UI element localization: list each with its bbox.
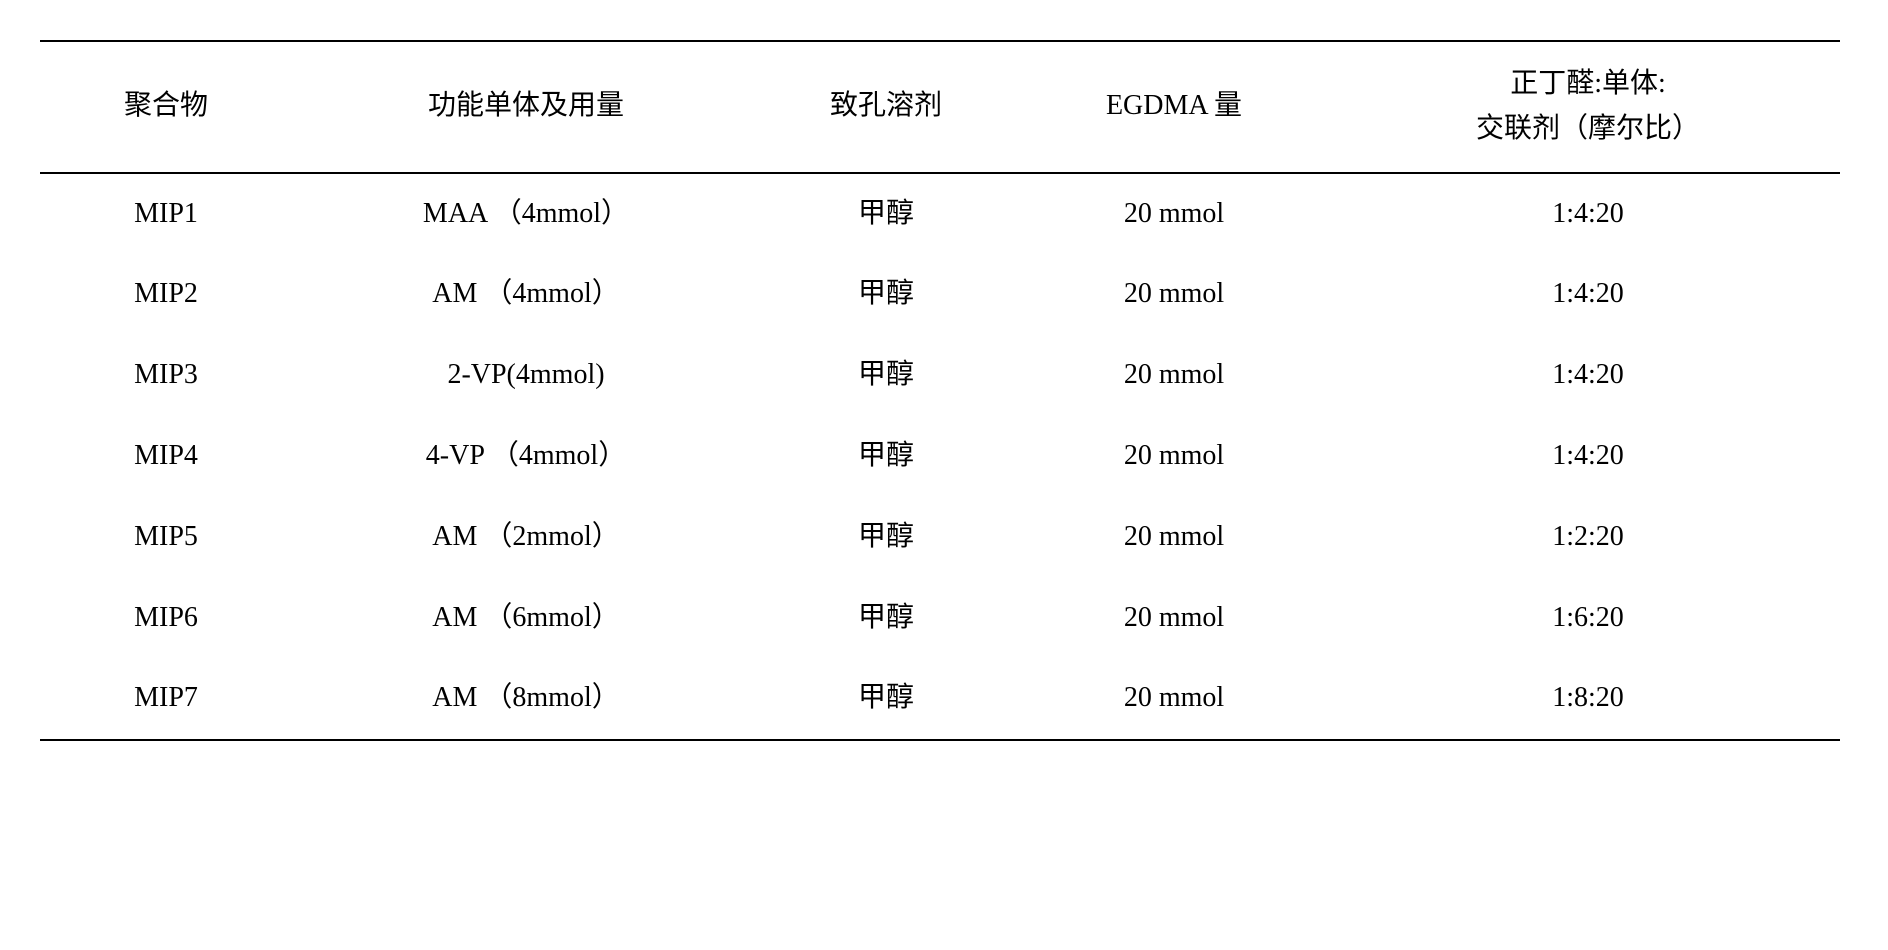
cell-ratio: 1:8:20: [1336, 658, 1840, 740]
table-header-row: 聚合物 功能单体及用量 致孔溶剂 EGDMA 量 正丁醛:单体: 交联剂（摩尔比…: [40, 41, 1840, 173]
cell-monomer: AM （4mmol）: [292, 254, 760, 335]
mip-synthesis-table: 聚合物 功能单体及用量 致孔溶剂 EGDMA 量 正丁醛:单体: 交联剂（摩尔比…: [40, 40, 1840, 741]
cell-monomer: AM （8mmol）: [292, 658, 760, 740]
cell-ratio: 1:2:20: [1336, 497, 1840, 578]
table-row: MIP6 AM （6mmol） 甲醇 20 mmol 1:6:20: [40, 578, 1840, 659]
cell-egdma: 20 mmol: [1012, 335, 1336, 416]
cell-polymer: MIP2: [40, 254, 292, 335]
ratio-header-line2: 交联剂（摩尔比）: [1346, 107, 1830, 152]
cell-monomer: AM （6mmol）: [292, 578, 760, 659]
cell-ratio: 1:4:20: [1336, 416, 1840, 497]
cell-polymer: MIP7: [40, 658, 292, 740]
cell-polymer: MIP6: [40, 578, 292, 659]
cell-polymer: MIP3: [40, 335, 292, 416]
column-header-egdma: EGDMA 量: [1012, 41, 1336, 173]
cell-egdma: 20 mmol: [1012, 658, 1336, 740]
table-row: MIP7 AM （8mmol） 甲醇 20 mmol 1:8:20: [40, 658, 1840, 740]
cell-polymer: MIP5: [40, 497, 292, 578]
cell-egdma: 20 mmol: [1012, 578, 1336, 659]
cell-monomer: 2-VP(4mmol): [292, 335, 760, 416]
cell-solvent: 甲醇: [760, 658, 1012, 740]
cell-solvent: 甲醇: [760, 578, 1012, 659]
cell-solvent: 甲醇: [760, 335, 1012, 416]
table-row: MIP5 AM （2mmol） 甲醇 20 mmol 1:2:20: [40, 497, 1840, 578]
cell-monomer: MAA （4mmol）: [292, 173, 760, 255]
column-header-solvent: 致孔溶剂: [760, 41, 1012, 173]
cell-ratio: 1:6:20: [1336, 578, 1840, 659]
cell-egdma: 20 mmol: [1012, 173, 1336, 255]
column-header-monomer: 功能单体及用量: [292, 41, 760, 173]
cell-egdma: 20 mmol: [1012, 497, 1336, 578]
table-row: MIP3 2-VP(4mmol) 甲醇 20 mmol 1:4:20: [40, 335, 1840, 416]
table-row: MIP4 4-VP （4mmol） 甲醇 20 mmol 1:4:20: [40, 416, 1840, 497]
cell-monomer: AM （2mmol）: [292, 497, 760, 578]
column-header-ratio: 正丁醛:单体: 交联剂（摩尔比）: [1336, 41, 1840, 173]
cell-egdma: 20 mmol: [1012, 416, 1336, 497]
cell-solvent: 甲醇: [760, 497, 1012, 578]
cell-solvent: 甲醇: [760, 173, 1012, 255]
table-body: MIP1 MAA （4mmol） 甲醇 20 mmol 1:4:20 MIP2 …: [40, 173, 1840, 741]
cell-solvent: 甲醇: [760, 416, 1012, 497]
cell-polymer: MIP1: [40, 173, 292, 255]
cell-monomer: 4-VP （4mmol）: [292, 416, 760, 497]
cell-egdma: 20 mmol: [1012, 254, 1336, 335]
cell-ratio: 1:4:20: [1336, 173, 1840, 255]
cell-polymer: MIP4: [40, 416, 292, 497]
ratio-header-line1: 正丁醛:单体:: [1346, 62, 1830, 107]
cell-solvent: 甲醇: [760, 254, 1012, 335]
table-row: MIP1 MAA （4mmol） 甲醇 20 mmol 1:4:20: [40, 173, 1840, 255]
column-header-polymer: 聚合物: [40, 41, 292, 173]
cell-ratio: 1:4:20: [1336, 335, 1840, 416]
table-row: MIP2 AM （4mmol） 甲醇 20 mmol 1:4:20: [40, 254, 1840, 335]
cell-ratio: 1:4:20: [1336, 254, 1840, 335]
